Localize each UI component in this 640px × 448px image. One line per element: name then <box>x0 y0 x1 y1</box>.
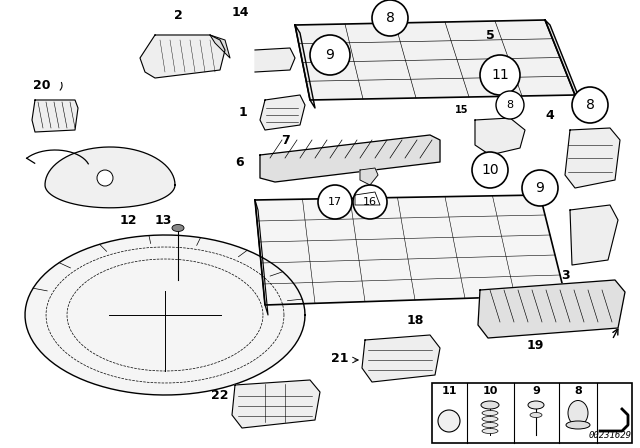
Text: 10: 10 <box>481 163 499 177</box>
Ellipse shape <box>482 410 498 415</box>
Text: 6: 6 <box>236 155 244 168</box>
Text: 20: 20 <box>33 78 51 91</box>
Polygon shape <box>355 192 380 205</box>
Text: 19: 19 <box>526 339 544 352</box>
Ellipse shape <box>568 401 588 426</box>
Text: 11: 11 <box>441 386 457 396</box>
Text: 00231629: 00231629 <box>589 431 632 440</box>
Text: 7: 7 <box>280 134 289 146</box>
Polygon shape <box>25 235 305 395</box>
Text: 22: 22 <box>211 388 228 401</box>
Text: 2: 2 <box>173 9 182 22</box>
Ellipse shape <box>482 422 498 427</box>
Polygon shape <box>32 100 78 132</box>
Polygon shape <box>360 168 378 185</box>
Polygon shape <box>255 195 565 305</box>
Circle shape <box>310 35 350 75</box>
Text: 8: 8 <box>385 11 394 25</box>
Text: 16: 16 <box>363 197 377 207</box>
Polygon shape <box>295 25 315 108</box>
Polygon shape <box>570 205 618 265</box>
Polygon shape <box>140 35 225 78</box>
Polygon shape <box>475 118 525 155</box>
Text: 8: 8 <box>506 100 513 110</box>
Polygon shape <box>232 380 320 428</box>
Ellipse shape <box>528 401 544 409</box>
Text: 11: 11 <box>491 68 509 82</box>
Polygon shape <box>255 200 268 315</box>
Text: 14: 14 <box>231 5 249 18</box>
Text: 13: 13 <box>154 214 172 227</box>
Bar <box>432 383 632 443</box>
Polygon shape <box>45 147 175 208</box>
Polygon shape <box>478 280 625 338</box>
Circle shape <box>472 152 508 188</box>
Circle shape <box>522 170 558 206</box>
Polygon shape <box>255 48 295 72</box>
Circle shape <box>353 185 387 219</box>
Polygon shape <box>565 128 620 188</box>
Polygon shape <box>210 35 230 58</box>
Polygon shape <box>545 20 580 100</box>
Circle shape <box>372 0 408 36</box>
Ellipse shape <box>482 428 498 434</box>
Circle shape <box>572 87 608 123</box>
Polygon shape <box>260 95 305 130</box>
Circle shape <box>318 185 352 219</box>
Text: 8: 8 <box>586 98 595 112</box>
Text: 4: 4 <box>546 108 554 121</box>
Text: 8: 8 <box>574 386 582 396</box>
Text: 17: 17 <box>328 197 342 207</box>
Ellipse shape <box>566 421 590 429</box>
Ellipse shape <box>481 401 499 409</box>
Circle shape <box>480 55 520 95</box>
Ellipse shape <box>530 413 542 418</box>
Circle shape <box>97 170 113 186</box>
Text: 5: 5 <box>486 29 494 42</box>
Text: 9: 9 <box>532 386 540 396</box>
Text: 9: 9 <box>536 181 545 195</box>
Text: 18: 18 <box>406 314 424 327</box>
Text: 1: 1 <box>239 105 248 119</box>
Ellipse shape <box>172 224 184 232</box>
Text: 10: 10 <box>483 386 498 396</box>
Circle shape <box>438 410 460 432</box>
Polygon shape <box>362 335 440 382</box>
Ellipse shape <box>482 417 498 422</box>
Text: 21: 21 <box>332 352 349 365</box>
Text: 15: 15 <box>455 105 468 115</box>
Polygon shape <box>295 20 575 100</box>
Text: 9: 9 <box>326 48 335 62</box>
Circle shape <box>496 91 524 119</box>
Text: 3: 3 <box>561 268 570 281</box>
Text: 12: 12 <box>119 214 137 227</box>
Polygon shape <box>260 135 440 182</box>
